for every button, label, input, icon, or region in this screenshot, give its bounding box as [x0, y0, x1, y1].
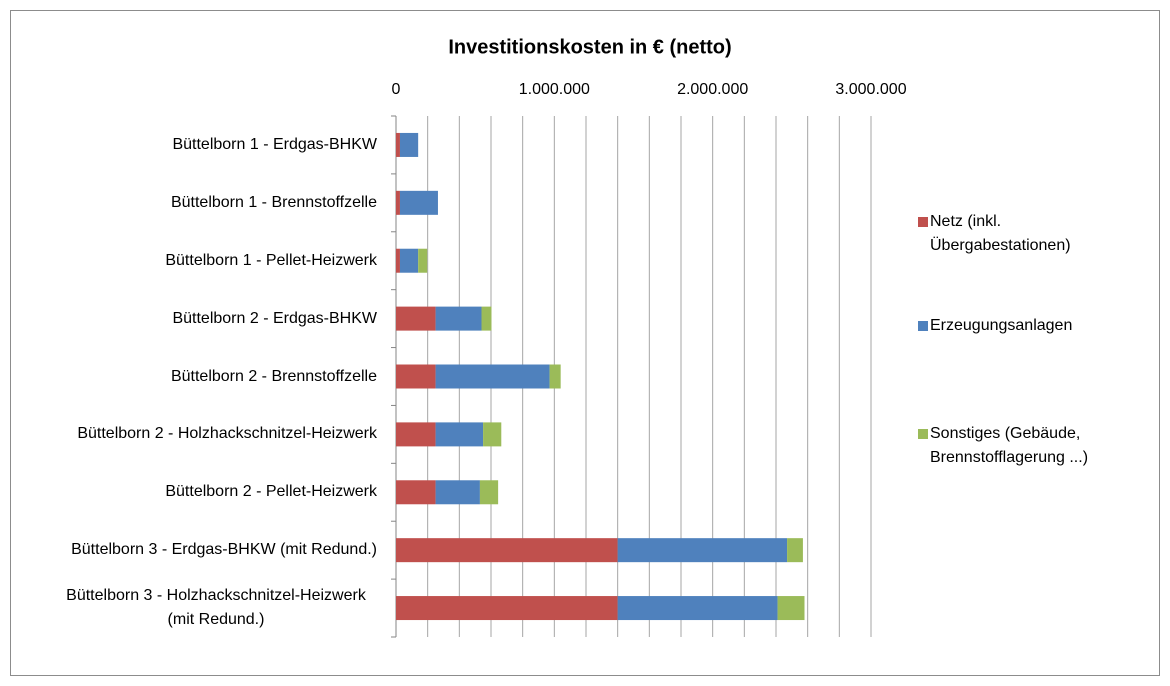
- legend-item: Erzeugungsanlagen: [918, 314, 1145, 338]
- bar-segment: [435, 422, 484, 447]
- bar-segment: [396, 306, 436, 331]
- y-tick-label: Büttelborn 1 - Erdgas-BHKW: [172, 136, 377, 153]
- bar-segment: [396, 190, 400, 215]
- bar-segment: [435, 306, 482, 331]
- y-tick-label-box: Büttelborn 2 - Holzhackschnitzel-Heizwer…: [77, 405, 377, 463]
- bar-segment: [479, 480, 499, 505]
- y-tick-label-box: Büttelborn 1 - Erdgas-BHKW: [172, 116, 377, 174]
- bar-segment: [435, 364, 550, 389]
- bar-segment: [483, 422, 502, 447]
- legend-label: Netz (inkl. Übergabestationen): [930, 213, 1071, 254]
- legend-label: Erzeugungsanlagen: [930, 317, 1073, 334]
- bar-segment: [481, 306, 492, 331]
- bar-segment: [787, 538, 803, 563]
- y-tick-label: Büttelborn 2 - Brennstoffzelle: [170, 367, 377, 385]
- chart-title: Investitionskosten in € (netto): [448, 36, 731, 58]
- y-tick-label-box: Büttelborn 3 - Erdgas-BHKW (mit Redund.): [71, 521, 377, 579]
- y-tick-label: Büttelborn 3 - Holzhackschnitzel-Heizwer…: [66, 587, 366, 629]
- bar-segment: [435, 480, 480, 505]
- bar-segment: [418, 248, 428, 273]
- bar-segment: [396, 364, 436, 389]
- x-tick-label: 0: [392, 81, 401, 98]
- legend-swatch: [918, 321, 928, 331]
- y-tick-label: Büttelborn 1 - Brennstoffzelle: [170, 193, 377, 211]
- legend-item: Netz (inkl. Übergabestationen): [918, 210, 1145, 258]
- y-tick-label-box: Büttelborn 1 - Brennstoffzelle: [171, 174, 377, 232]
- legend-item: Sonstiges (Gebäude, Brennstofflagerung .…: [918, 422, 1145, 470]
- bar-segment: [399, 248, 419, 273]
- legend-swatch: [918, 217, 928, 227]
- bar-segment: [396, 538, 618, 563]
- x-tick-label: 1.000.000: [519, 81, 590, 98]
- legend-swatch: [918, 429, 928, 439]
- y-tick-label-box: Büttelborn 2 - Erdgas-BHKW: [172, 290, 377, 348]
- y-tick-label: Büttelborn 2 - Erdgas-BHKW: [172, 309, 377, 327]
- y-tick-label: Büttelborn 2 - Holzhackschnitzel-Heizwer…: [77, 425, 377, 443]
- legend-label: Sonstiges (Gebäude, Brennstofflagerung .…: [930, 425, 1089, 466]
- bar-segment: [396, 248, 400, 273]
- bar-segment: [777, 596, 805, 621]
- y-tick-label-box: Büttelborn 2 - Brennstoffzelle: [171, 348, 377, 406]
- y-tick-label: Büttelborn 1 - Pellet-Heizwerk: [165, 251, 377, 269]
- y-tick-label: Büttelborn 2 - Pellet-Heizwerk: [165, 483, 377, 501]
- y-tick-label-box: Büttelborn 3 - Holzhackschnitzel-Heizwer…: [55, 579, 377, 637]
- bar-segment: [617, 596, 778, 621]
- bar-segment: [396, 422, 436, 447]
- y-tick-label: Büttelborn 3 - Erdgas-BHKW (mit Redund.): [71, 541, 377, 559]
- bar-segment: [396, 596, 618, 621]
- y-tick-label-box: Büttelborn 2 - Pellet-Heizwerk: [165, 463, 377, 521]
- x-tick-label: 3.000.000: [835, 81, 906, 98]
- bar-segment: [396, 132, 400, 157]
- bar-segment: [399, 190, 438, 215]
- bar-segment: [549, 364, 561, 389]
- chart-frame: [10, 10, 1160, 676]
- bar-segment: [399, 132, 419, 157]
- x-tick-label: 2.000.000: [677, 81, 748, 98]
- y-tick-label-box: Büttelborn 1 - Pellet-Heizwerk: [165, 232, 377, 290]
- bar-segment: [617, 538, 788, 563]
- bar-segment: [396, 480, 436, 505]
